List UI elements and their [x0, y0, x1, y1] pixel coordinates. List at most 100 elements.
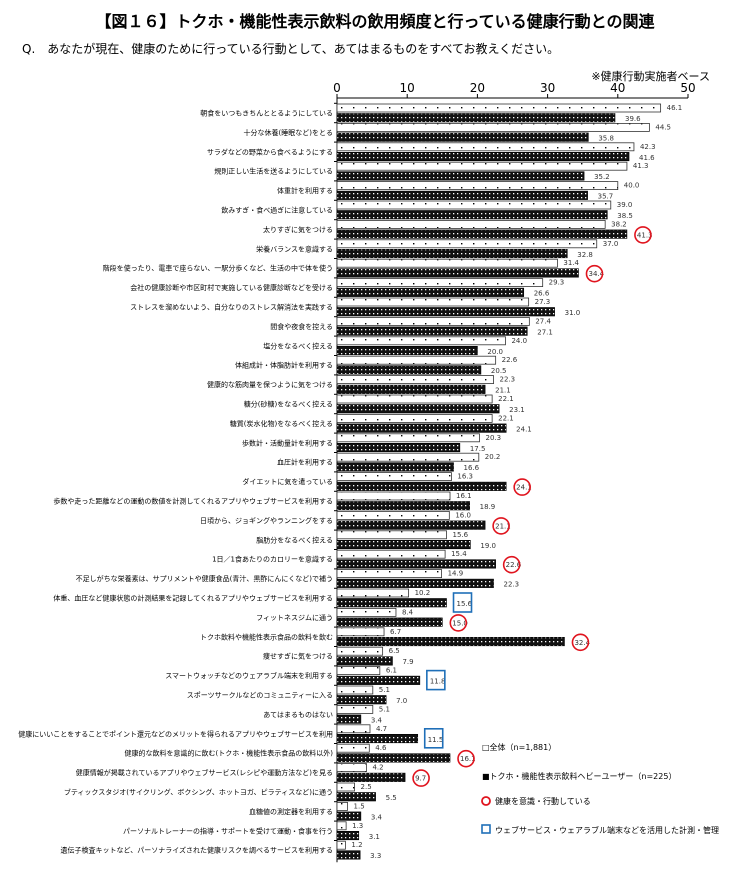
value-label-all: 42.3 [640, 143, 656, 151]
bar-all [336, 685, 374, 695]
bar-all [336, 123, 650, 132]
health-action-circle-marker [457, 749, 475, 768]
category-label: 規則正しい生活を送るようにしている [214, 167, 333, 176]
bar-all [336, 569, 442, 578]
value-label-heavy-user: 16.6 [464, 464, 480, 472]
value-label-all: 15.4 [451, 550, 467, 558]
health-action-circle-marker [513, 478, 531, 496]
bar-all [336, 103, 662, 113]
bar-heavy-user [336, 423, 507, 433]
value-label-heavy-user: 23.1 [509, 406, 525, 414]
value-label-heavy-user: 16.1 [460, 755, 476, 763]
bar-heavy-user [336, 481, 507, 491]
category-label: 血糖値の測定器を利用する [249, 807, 333, 816]
value-label-all: 15.6 [453, 531, 469, 539]
value-label-heavy-user: 31.0 [565, 309, 581, 317]
value-label-all: 22.6 [502, 356, 518, 364]
bar-heavy-user [336, 811, 362, 821]
value-label-all: 22.1 [498, 414, 514, 422]
value-label-all: 20.3 [486, 434, 502, 442]
value-label-all: 5.1 [379, 686, 390, 694]
bar-all [336, 666, 381, 675]
value-label-heavy-user: 11.8 [430, 678, 446, 686]
value-label-heavy-user: 3.4 [371, 716, 383, 724]
value-label-heavy-user: 24.1 [516, 425, 532, 433]
value-label-heavy-user: 20.0 [487, 348, 503, 356]
value-label-all: 8.4 [402, 608, 414, 616]
value-label-all: 46.1 [667, 104, 683, 112]
category-label: 健康情報が掲載されているアプリやウェブサービス(レシピや運動方法など)を見る [76, 768, 333, 777]
value-label-all: 41.3 [633, 162, 649, 170]
value-label-heavy-user: 9.7 [415, 775, 426, 783]
bar-heavy-user [336, 501, 470, 511]
bar-all [336, 705, 374, 714]
bar-all [336, 763, 367, 772]
category-label: あてはまるものはない [263, 711, 333, 719]
bar-all [336, 394, 493, 404]
bar-all [336, 743, 370, 753]
value-label-heavy-user: 24.1 [516, 484, 532, 492]
value-label-all: 4.7 [376, 725, 387, 733]
value-label-all: 40.0 [624, 182, 640, 190]
value-label-heavy-user: 35.2 [594, 173, 610, 181]
bar-heavy-user [336, 850, 361, 860]
category-label: 脂肪分をなるべく控える [256, 535, 333, 544]
bar-heavy-user [336, 190, 588, 200]
bar-all [336, 336, 506, 346]
category-label: 不足しがちな栄養素は、サプリメントや健康食品(青汁、黒酢にんにくなど)で補う [76, 574, 333, 583]
value-label-heavy-user: 32.8 [577, 251, 593, 259]
value-label-heavy-user: 22.3 [504, 581, 520, 589]
category-label: 体重、血圧など健康状態の計測結果を記録してくれるアプリやウェブサービスを利用する [53, 594, 333, 603]
x-tick-label: 50 [680, 81, 695, 95]
base-note: ※健康行動実施者ベース [591, 70, 710, 83]
health-action-circle-marker [571, 633, 590, 652]
x-tick-label: 20 [470, 81, 485, 95]
value-label-heavy-user: 11.5 [428, 736, 444, 744]
web-service-box-marker [426, 669, 446, 691]
category-label: 十分な休養(睡眠など)をとる [244, 128, 333, 137]
category-label: 遺伝子検査キットなど、パーソナライズされた健康リスクを調べるサービスを利用する [61, 846, 333, 855]
category-label: ストレスを溜めないよう、自分なりのストレス解消法を実践する [130, 303, 333, 312]
value-label-all: 16.3 [457, 473, 473, 481]
value-label-all: 16.0 [455, 511, 471, 519]
category-label: 朝食をいつもきちんととるようにしている [200, 109, 333, 118]
value-label-heavy-user: 21.1 [495, 387, 511, 395]
value-label-all: 1.2 [351, 841, 362, 849]
bar-all [336, 472, 452, 482]
category-label: 歩数や走った距離などの運動の数値を計測してくれるアプリやウェブサービスを利用する [53, 497, 333, 506]
bar-all [336, 840, 346, 850]
x-tick-label: 40 [610, 81, 625, 95]
category-label: 健康にいいことをすることでポイント還元などのメリットを得られるアプリやウェブサー… [18, 729, 333, 738]
bar-heavy-user [336, 462, 454, 472]
bar-heavy-user [336, 772, 406, 782]
health-action-circle-marker [449, 614, 468, 632]
value-label-all: 6.5 [389, 647, 400, 655]
bar-heavy-user [336, 404, 500, 414]
category-label: 太りすぎに気をつける [263, 225, 333, 234]
bar-heavy-user [336, 384, 486, 394]
bar-all [336, 433, 480, 443]
value-label-all: 6.1 [386, 667, 397, 675]
bar-heavy-user [336, 171, 585, 181]
bar-heavy-user [336, 733, 419, 744]
bar-all [336, 821, 347, 831]
category-label: 階段を使ったり、電車で座らない、一駅分歩くなど、生活の中で体を使う [103, 264, 333, 273]
value-label-heavy-user: 17.5 [470, 445, 486, 453]
bar-all [336, 510, 450, 520]
bar-heavy-user [336, 113, 616, 123]
bar-heavy-user [336, 152, 630, 162]
bar-heavy-user [336, 210, 608, 220]
category-label: スポーツサークルなどのコミュニティーに入る [187, 692, 333, 700]
bar-all [336, 627, 385, 637]
value-label-all: 14.9 [448, 570, 464, 578]
x-tick-label: 0 [333, 81, 341, 95]
bar-all [336, 278, 544, 288]
value-label-heavy-user: 41.3 [637, 231, 653, 239]
bar-heavy-user [336, 365, 482, 375]
chart-title: 【図１６】トクホ・機能性表示飲料の飲用頻度と行っている健康行動との関連 [95, 12, 655, 31]
bar-all [336, 724, 371, 734]
legend-box-label: ウェブサービス・ウェアラブル端末などを活用した計測・管理 [495, 825, 719, 835]
value-label-all: 5.1 [379, 705, 390, 713]
value-label-all: 4.2 [372, 764, 383, 772]
